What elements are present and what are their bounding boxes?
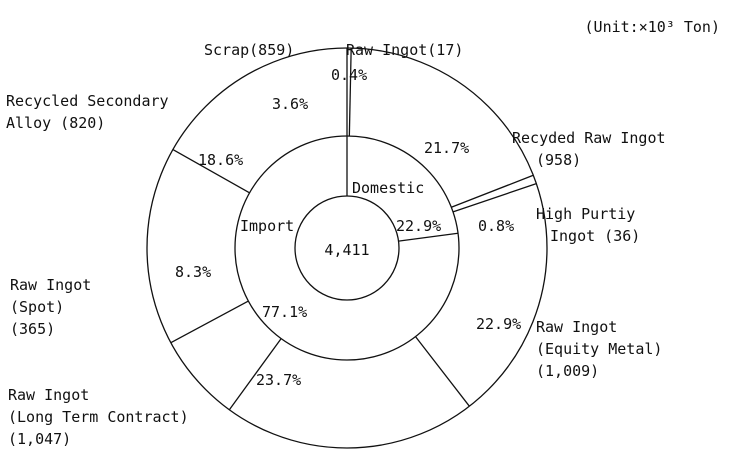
- outer-percent-recyded-raw-ingot: 21.7%: [424, 139, 469, 157]
- outer-slice-separator-2: [451, 174, 534, 208]
- inner-percent-domestic: 22.9%: [396, 217, 441, 235]
- category-raw-ingot-long-term-line2: (Long Term Contract): [8, 408, 189, 426]
- inner-label-domestic: Domestic: [352, 179, 424, 197]
- outer-percent-scrap: 3.6%: [272, 95, 308, 113]
- category-raw-ingot-equity-line2: (Equity Metal): [536, 340, 662, 358]
- outer-percent-raw-ingot-spot: 8.3%: [175, 263, 211, 281]
- inner-percent-import: 77.1%: [262, 303, 307, 321]
- category-recyded-raw-ingot-line1: Recyded Raw Ingot: [512, 129, 666, 147]
- category-recycled-secondary-alloy: Recycled Secondary Alloy (820): [6, 92, 178, 132]
- category-high-purity-ingot-line1: High Purtiy: [536, 205, 635, 223]
- outer-slice-separator-6: [170, 300, 249, 344]
- inner-slice-separator-1: [398, 232, 459, 242]
- outer-slice-separator-1: [348, 48, 352, 137]
- category-raw-ingot-spot-line2: (Spot): [10, 298, 64, 316]
- category-raw-ingot-17-line: Raw Ingot(17): [346, 41, 463, 59]
- category-recyded-raw-ingot-line2: (958): [536, 151, 581, 169]
- center-total-value: 4,411: [324, 241, 369, 259]
- category-raw-ingot-equity-line3: (1,009): [536, 362, 599, 380]
- outer-percent-high-purity-ingot: 0.8%: [478, 217, 514, 235]
- inner-separators: [346, 136, 459, 242]
- inner-label-import: Import: [240, 217, 294, 235]
- category-raw-ingot-equity: Raw Ingot (Equity Metal) (1,009): [536, 318, 671, 380]
- category-raw-ingot-spot-line3: (365): [10, 320, 55, 338]
- category-scrap: Scrap(859): [204, 41, 294, 59]
- category-recycled-secondary-alloy-line2: Alloy (820): [6, 114, 105, 132]
- category-high-purity-ingot-line2: Ingot (36): [550, 227, 640, 245]
- outer-separators: [170, 48, 537, 411]
- category-recycled-secondary-alloy-line1: Recycled Secondary: [6, 92, 169, 110]
- unit-note: (Unit:×10³ Ton): [585, 18, 720, 36]
- category-raw-ingot-17: Raw Ingot(17): [346, 41, 463, 59]
- category-raw-ingot-long-term-line3: (1,047): [8, 430, 71, 448]
- outer-percent-raw-ingot-equity: 22.9%: [476, 315, 521, 333]
- category-recyded-raw-ingot: Recyded Raw Ingot (958): [512, 129, 675, 169]
- outer-percent-recycled-secondary-alloy: 18.6%: [198, 151, 243, 169]
- outer-slice-separator-5: [228, 338, 282, 411]
- category-raw-ingot-long-term: Raw Ingot (Long Term Contract) (1,047): [8, 386, 198, 448]
- category-raw-ingot-long-term-line1: Raw Ingot: [8, 386, 89, 404]
- category-scrap-line: Scrap(859): [204, 41, 294, 59]
- outer-percent-raw-ingot-17: 0.4%: [331, 66, 367, 84]
- outer-slice-separator-7: [172, 148, 250, 194]
- outer-percent-raw-ingot-long-term: 23.7%: [256, 371, 301, 389]
- category-raw-ingot-equity-line1: Raw Ingot: [536, 318, 617, 336]
- outer-slice-separator-4: [415, 336, 470, 407]
- category-high-purity-ingot: High Purtiy Ingot (36): [536, 205, 644, 245]
- category-raw-ingot-spot: Raw Ingot (Spot) (365): [10, 276, 100, 338]
- outer-slice-separator-3: [452, 182, 537, 213]
- category-raw-ingot-spot-line1: Raw Ingot: [10, 276, 91, 294]
